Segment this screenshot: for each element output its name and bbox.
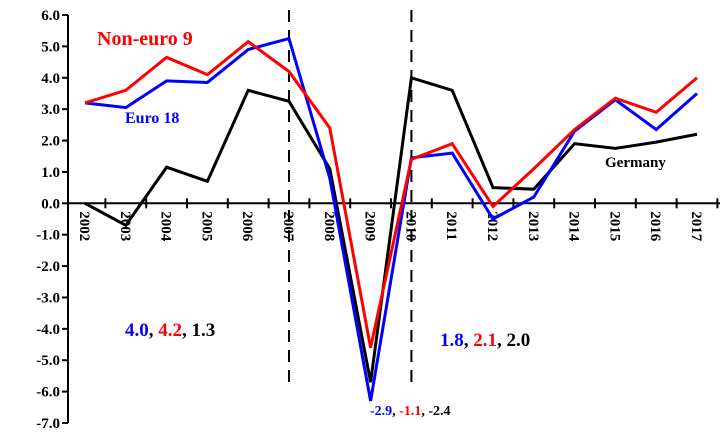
x-tick-label: 2007 [280, 211, 296, 242]
x-tick-label: 2010 [402, 211, 418, 241]
annotation-part: , [392, 404, 399, 419]
annotation-part: , [149, 320, 159, 341]
annotation-part: -2.4 [428, 404, 450, 419]
annotation-part: 1.3 [192, 320, 216, 341]
y-tick-label: -7.0 [36, 416, 60, 432]
annotation: -2.9, -1.1, -2.4 [370, 404, 451, 419]
x-tick-label: 2006 [239, 211, 255, 242]
series-label: Euro 18 [125, 110, 179, 127]
y-tick-label: -5.0 [36, 353, 60, 369]
annotation-part: -1.1 [399, 404, 421, 419]
annotation-part: , [464, 330, 474, 351]
annotation-part: 4.0 [125, 320, 149, 341]
annotation-part: , [497, 330, 507, 351]
series-line [84, 39, 698, 348]
annotation-part: , [421, 404, 428, 419]
y-tick-label: -4.0 [36, 322, 60, 338]
x-tick-label: 2013 [525, 211, 541, 241]
annotation: 1.8, 2.1, 2.0 [440, 330, 530, 351]
y-tick-label: -6.0 [36, 385, 60, 401]
annotation: 4.0, 4.2, 1.3 [125, 320, 215, 341]
x-tick-label: 2008 [321, 211, 337, 241]
y-tick-label: 6.0 [41, 8, 60, 24]
series-label: Germany [605, 155, 666, 171]
annotation-part: -2.9 [370, 404, 392, 419]
annotation-part: 1.8 [440, 330, 464, 351]
y-tick-label: 0.0 [41, 196, 60, 212]
x-tick-label: 2011 [443, 211, 459, 240]
y-tick-label: 5.0 [41, 39, 60, 55]
y-tick-label: 1.0 [41, 165, 60, 181]
x-tick-label: 2005 [198, 211, 214, 241]
x-tick-label: 2004 [158, 211, 174, 242]
y-tick-label: 4.0 [41, 71, 60, 87]
annotation-part: , [182, 320, 192, 341]
x-tick-label: 2016 [647, 211, 663, 242]
annotation-part: 4.2 [158, 320, 182, 341]
y-tick-label: -2.0 [36, 259, 60, 275]
annotation-part: 2.0 [507, 330, 531, 351]
series-line [84, 75, 698, 383]
series-label: Non-euro 9 [97, 28, 193, 50]
x-tick-label: 2015 [606, 211, 622, 241]
x-tick-label: 2014 [566, 211, 582, 242]
x-tick-label: 2017 [688, 211, 704, 242]
annotation-part: 2.1 [473, 330, 497, 351]
y-tick-label: 2.0 [41, 134, 60, 150]
y-tick-label: -1.0 [36, 228, 60, 244]
x-tick-label: 2002 [76, 211, 92, 241]
y-tick-label: 3.0 [41, 102, 60, 118]
y-tick-label: -3.0 [36, 290, 60, 306]
x-tick-label: 2009 [362, 211, 378, 241]
